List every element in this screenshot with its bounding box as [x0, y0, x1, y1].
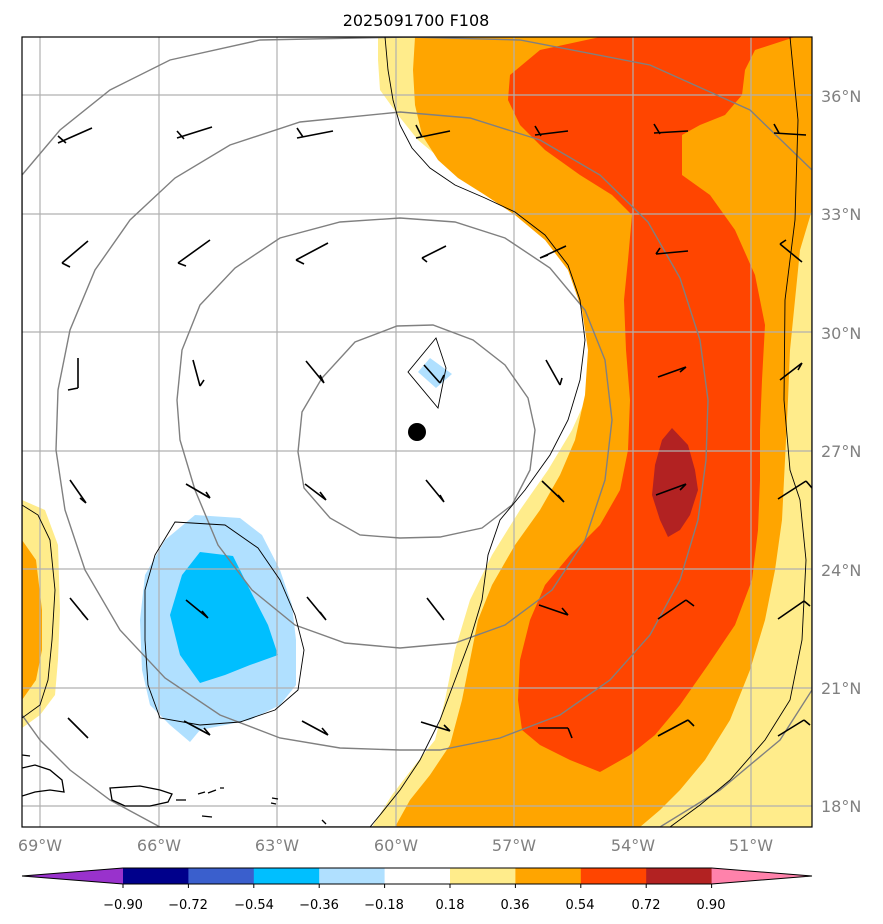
wind-barb — [541, 480, 565, 503]
colorbar-tick: −0.90 — [103, 898, 143, 913]
lon-label: 60°W — [374, 836, 418, 855]
wind-barb — [539, 245, 567, 259]
wind-barb — [61, 240, 89, 268]
wind-barb — [534, 125, 569, 137]
wind-barb — [57, 127, 93, 144]
lat-label: 21°N — [821, 679, 861, 698]
lon-label: 57°W — [492, 836, 536, 855]
colorbar: −0.90 −0.72 −0.54 −0.36 −0.18 0.18 0.36 … — [21, 867, 813, 913]
wind-barb — [177, 239, 211, 267]
wind-barb — [67, 358, 79, 391]
wind-barb — [426, 597, 445, 621]
colorbar-box — [384, 868, 451, 884]
storm-center-marker — [408, 423, 426, 441]
wind-barb — [779, 362, 803, 381]
map-area — [22, 37, 812, 827]
colorbar-tick: 0.18 — [436, 898, 465, 913]
lat-lon-grid — [22, 37, 812, 827]
wind-barb — [67, 717, 89, 739]
field-pos-054 — [508, 37, 795, 772]
colorbar-box — [515, 868, 582, 884]
wind-barb — [657, 599, 695, 620]
wind-barb — [545, 359, 563, 386]
map-title: 2025091700 F108 — [343, 11, 490, 30]
colorbar-box — [253, 868, 320, 884]
lon-labels: 69°W 66°W 63°W 60°W 57°W 54°W 51°W — [18, 836, 773, 855]
colorbar-tick: −0.54 — [234, 898, 274, 913]
lon-label: 63°W — [255, 836, 299, 855]
colorbar-extend-high — [711, 868, 812, 884]
wind-barb — [421, 245, 447, 263]
colorbar-box — [188, 868, 255, 884]
lat-label: 18°N — [821, 797, 861, 816]
wind-barb — [423, 364, 445, 384]
lat-label: 33°N — [821, 205, 861, 224]
wind-barb — [301, 720, 329, 736]
wind-barb — [777, 600, 811, 620]
lat-label: 36°N — [821, 87, 861, 106]
wind-barb — [773, 123, 807, 136]
lon-label: 54°W — [611, 836, 655, 855]
wind-barb — [192, 359, 205, 387]
range-rings — [22, 37, 812, 827]
wind-barb — [657, 366, 687, 378]
colorbar-tick: 0.90 — [697, 898, 726, 913]
colorbar-box — [319, 868, 386, 884]
lon-label: 51°W — [729, 836, 773, 855]
field-neg-036 — [170, 552, 278, 683]
colorbar-tick: 0.54 — [566, 898, 595, 913]
colorbar-tick: −0.72 — [168, 898, 208, 913]
wind-barb — [183, 720, 211, 736]
wind-barb — [304, 483, 327, 501]
wind-barb — [653, 123, 689, 135]
wind-barb — [655, 483, 687, 496]
wind-barb — [777, 719, 811, 737]
colorbar-tick: 0.36 — [501, 898, 530, 913]
wind-barb — [425, 479, 445, 503]
lon-label: 66°W — [137, 836, 181, 855]
wind-barb — [69, 479, 87, 504]
coastlines — [22, 754, 327, 825]
wind-barb — [305, 360, 325, 384]
colorbar-box — [450, 868, 516, 884]
wind-barbs — [57, 123, 812, 739]
wind-barb — [306, 596, 327, 621]
field-pos-072 — [652, 428, 698, 537]
wind-barb — [420, 721, 451, 732]
colorbar-tick: 0.72 — [632, 898, 661, 913]
lat-label: 30°N — [821, 324, 861, 343]
wind-barb — [538, 604, 569, 616]
colorbar-extend-low-fill — [22, 868, 123, 884]
lat-label: 24°N — [821, 561, 861, 580]
wind-barb — [69, 597, 89, 621]
wind-barb — [657, 719, 695, 737]
contour-lines — [22, 37, 807, 827]
colorbar-box — [646, 868, 713, 884]
map-frame — [21, 36, 813, 828]
colorbar-box — [580, 868, 647, 884]
colorbar-box — [123, 868, 189, 884]
wind-barb — [777, 480, 812, 500]
wind-barb — [185, 599, 209, 619]
wind-barb — [415, 124, 451, 139]
wind-barb — [538, 727, 573, 739]
wind-barb — [779, 239, 803, 263]
colorbar-tick: −0.18 — [364, 898, 404, 913]
wind-barb — [295, 242, 329, 265]
wind-barb — [185, 483, 211, 499]
wind-barb — [296, 127, 334, 139]
lat-label: 27°N — [821, 442, 861, 461]
lat-labels: 36°N 33°N 30°N 27°N 24°N 21°N 18°N — [821, 87, 861, 816]
colorbar-tick: −0.36 — [299, 898, 339, 913]
lon-label: 69°W — [18, 836, 62, 855]
wind-barb — [176, 126, 213, 140]
wind-barb — [655, 247, 689, 255]
